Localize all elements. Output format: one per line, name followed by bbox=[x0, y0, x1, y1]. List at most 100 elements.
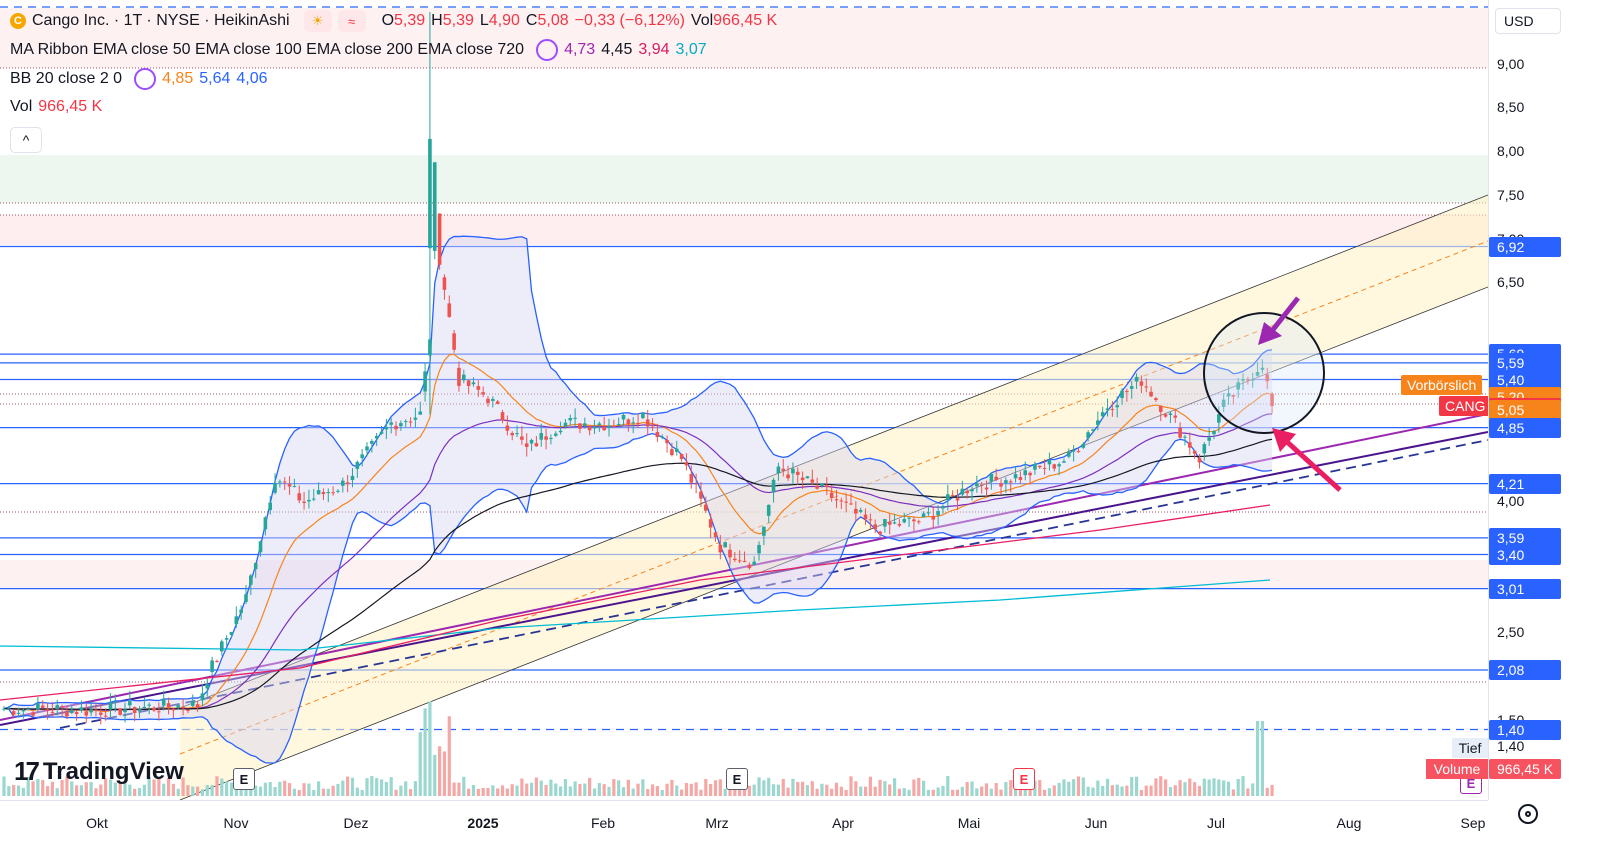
candle-body bbox=[195, 704, 200, 708]
chart-area[interactable]: C Cango Inc. · 1T · NYSE · HeikinAshi ☀ … bbox=[0, 0, 1488, 800]
ohlc-change: −0,33 (−6,12%) bbox=[574, 12, 685, 29]
candle-body bbox=[1144, 386, 1149, 388]
candle-body bbox=[718, 544, 723, 553]
volume-bar bbox=[704, 778, 708, 796]
volume-bar bbox=[491, 785, 495, 796]
bb-settings-icon[interactable] bbox=[134, 68, 157, 90]
candle-body bbox=[694, 483, 698, 485]
candle-body bbox=[500, 412, 505, 421]
volume-bar bbox=[113, 782, 117, 796]
volume-bar bbox=[147, 777, 151, 796]
symbol-tag: CANG bbox=[1439, 396, 1488, 416]
volume-label[interactable]: Vol bbox=[10, 98, 33, 115]
candle-body bbox=[229, 631, 234, 636]
bb-legend[interactable]: BB 20 close 2 0 4,85 5,64 4,06 bbox=[10, 68, 268, 90]
price-chart[interactable] bbox=[0, 0, 1488, 800]
symbol-legend[interactable]: C Cango Inc. · 1T · NYSE · HeikinAshi ☀ … bbox=[10, 10, 777, 32]
candle-body bbox=[829, 492, 834, 499]
candle-body bbox=[16, 712, 21, 714]
earnings-marker-icon[interactable]: E bbox=[1013, 768, 1035, 790]
volume-bar bbox=[1096, 780, 1100, 796]
volume-bar bbox=[1154, 778, 1158, 796]
candle-body bbox=[844, 501, 848, 503]
candle-body bbox=[568, 418, 573, 421]
bollinger-band-fill bbox=[4, 236, 1273, 763]
volume-bar bbox=[428, 701, 432, 796]
candle-body bbox=[578, 423, 582, 429]
candle-body bbox=[549, 438, 553, 440]
volume-bar bbox=[442, 751, 447, 796]
candle-body bbox=[79, 707, 84, 711]
volume-bar bbox=[820, 783, 824, 796]
ohlc-open: 5,39 bbox=[394, 12, 426, 29]
volume-bar bbox=[1159, 776, 1163, 796]
price-badge: 2,08 bbox=[1489, 660, 1561, 680]
ma-ribbon-legend[interactable]: MA Ribbon EMA close 50 EMA close 100 EMA… bbox=[10, 39, 707, 61]
candle-body bbox=[1212, 431, 1216, 435]
earnings-marker-icon[interactable]: E bbox=[233, 768, 255, 790]
candle-body bbox=[307, 499, 311, 502]
volume-bar bbox=[534, 777, 538, 796]
candle-body bbox=[708, 519, 713, 528]
volume-bar bbox=[220, 778, 224, 796]
currency-selector[interactable]: USD bbox=[1495, 8, 1561, 34]
candle-body bbox=[1178, 427, 1182, 438]
symbol-title[interactable]: Cango Inc. · 1T · NYSE · HeikinAshi bbox=[32, 12, 290, 29]
wave-status-icon[interactable]: ≈ bbox=[337, 10, 366, 32]
volume-bar bbox=[859, 786, 863, 796]
volume-bar bbox=[520, 778, 524, 796]
volume-bar bbox=[718, 779, 722, 796]
volume-bar bbox=[21, 787, 25, 796]
volume-bar bbox=[684, 783, 689, 796]
volume-bar bbox=[941, 785, 945, 796]
tradingview-logo[interactable]: 17 TradingView bbox=[14, 756, 184, 787]
time-axis[interactable]: Okt Nov Dez 2025 Feb Mrz Apr Mai Jun Jul Aug Sep bbox=[0, 800, 1488, 852]
candle-body bbox=[878, 531, 882, 535]
volume-bar bbox=[75, 785, 79, 796]
volume-legend[interactable]: Vol 966,45 K bbox=[10, 98, 102, 116]
volume-bar bbox=[181, 777, 185, 796]
candle-body bbox=[747, 564, 752, 569]
candle-body bbox=[360, 454, 364, 459]
sun-session-icon[interactable]: ☀ bbox=[303, 10, 332, 32]
price-badge: 1,40 bbox=[1489, 719, 1561, 740]
candle-body bbox=[50, 711, 55, 713]
bb-value-lower: 4,06 bbox=[236, 70, 268, 87]
premarket-tag: Vorbörslich bbox=[1401, 375, 1483, 395]
volume-bar bbox=[384, 782, 388, 796]
candle-body bbox=[558, 430, 563, 433]
candle-body bbox=[520, 436, 524, 440]
candle-body bbox=[1062, 461, 1066, 463]
candle-body bbox=[89, 709, 93, 713]
volume-bar bbox=[447, 716, 451, 796]
volume-bar bbox=[210, 785, 214, 796]
tradingview-wordmark: TradingView bbox=[42, 757, 184, 785]
volume-bar bbox=[278, 781, 282, 796]
candle-body bbox=[355, 461, 360, 469]
candle-body bbox=[742, 561, 747, 563]
ma-ribbon-settings-icon[interactable] bbox=[536, 39, 559, 61]
price-axis[interactable]: USD 9,008,508,007,507,006,504,002,501,50… bbox=[1488, 0, 1600, 800]
volume-bar bbox=[844, 789, 848, 796]
time-axis-label: Dez bbox=[343, 815, 369, 831]
bb-label[interactable]: BB 20 close 2 0 bbox=[10, 70, 123, 87]
candle-body bbox=[984, 487, 989, 490]
ma-ribbon-label[interactable]: MA Ribbon EMA close 50 EMA close 100 EMA… bbox=[10, 41, 525, 58]
volume-bar bbox=[1222, 780, 1226, 796]
candle-body bbox=[1091, 429, 1095, 431]
candle-body bbox=[670, 449, 674, 456]
volume-bar bbox=[481, 787, 485, 796]
earnings-marker-icon[interactable]: E bbox=[726, 768, 748, 790]
volume-bar bbox=[462, 776, 466, 796]
candle-body bbox=[960, 488, 965, 495]
volume-bar bbox=[1260, 721, 1264, 796]
volume-bar bbox=[1076, 776, 1081, 796]
candle-body bbox=[592, 426, 597, 429]
collapse-legend-button[interactable]: ^ bbox=[10, 127, 42, 153]
candle-body bbox=[1129, 386, 1134, 389]
time-axis-label: Jun bbox=[1084, 815, 1108, 831]
settings-gear-icon[interactable] bbox=[1518, 804, 1538, 824]
candle-body bbox=[684, 462, 689, 466]
volume-bar bbox=[200, 789, 205, 796]
volume-bar bbox=[326, 788, 330, 796]
